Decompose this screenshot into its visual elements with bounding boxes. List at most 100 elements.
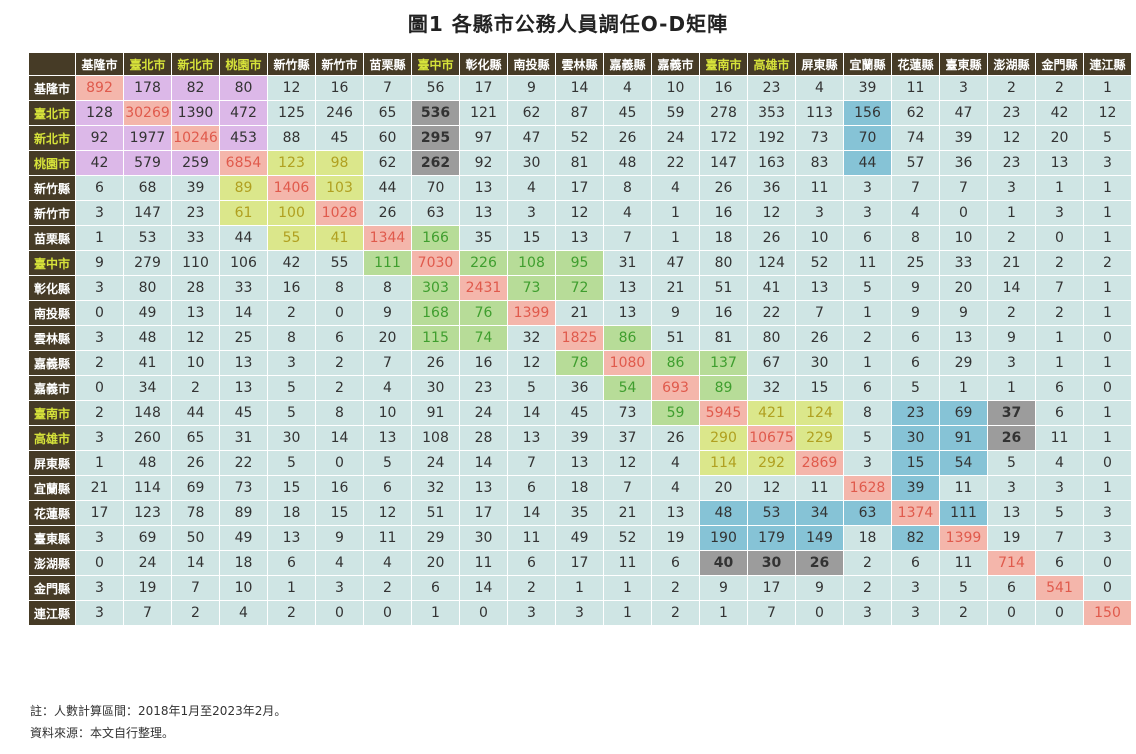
matrix-cell: 3 xyxy=(75,275,124,301)
matrix-cell: 21 xyxy=(987,250,1036,276)
table-row: 新竹市 3 147 23 61 100 1028 26 63 13 3 12 4 1 16 12 3 3 4 0 1 3 1 xyxy=(28,200,1132,226)
matrix-cell: 0 xyxy=(315,300,364,326)
matrix-cell: 166 xyxy=(411,225,460,251)
table-row: 苗栗縣 1 53 33 44 55 41 1344 166 35 15 13 7 1 18 26 10 6 8 10 2… xyxy=(28,225,1132,251)
matrix-cell: 114 xyxy=(123,475,172,501)
table-row: 金門縣 3 19 7 10 1 3 2 6 14 2 1 1 2 9 17 9 2 3 5 6 541 0 xyxy=(28,575,1132,601)
matrix-cell: 7 xyxy=(507,450,556,476)
matrix-cell: 23 xyxy=(459,375,508,401)
matrix-cell: 1 xyxy=(1083,300,1132,326)
chart-title: 圖1 各縣市公務人員調任O-D矩陣 xyxy=(407,12,729,36)
matrix-cell: 30 xyxy=(747,550,796,576)
matrix-cell: 1 xyxy=(987,200,1036,226)
matrix-cell: 0 xyxy=(1083,325,1132,351)
matrix-cell: 16 xyxy=(699,75,748,101)
matrix-cell: 25 xyxy=(219,325,268,351)
row-header: 苗栗縣 xyxy=(28,225,76,251)
matrix-cell: 65 xyxy=(363,100,412,126)
matrix-cell: 279 xyxy=(123,250,172,276)
matrix-cell: 10 xyxy=(795,225,844,251)
matrix-cell: 5 xyxy=(987,450,1036,476)
matrix-cell: 114 xyxy=(699,450,748,476)
matrix-cell: 128 xyxy=(75,100,124,126)
matrix-cell: 40 xyxy=(699,550,748,576)
matrix-cell: 892 xyxy=(75,75,124,101)
matrix-cell: 14 xyxy=(315,425,364,451)
matrix-cell: 23 xyxy=(987,100,1036,126)
matrix-cell: 172 xyxy=(699,125,748,151)
matrix-cell: 0 xyxy=(75,300,124,326)
matrix-cell: 89 xyxy=(219,500,268,526)
matrix-cell: 147 xyxy=(123,200,172,226)
row-header: 高雄市 xyxy=(28,425,76,451)
matrix-cell: 13 xyxy=(555,225,604,251)
matrix-cell: 2 xyxy=(651,575,700,601)
matrix-cell: 10 xyxy=(651,75,700,101)
matrix-cell: 6 xyxy=(891,325,940,351)
matrix-cell: 6 xyxy=(651,550,700,576)
column-header: 南投縣 xyxy=(507,52,556,76)
matrix-cell: 26 xyxy=(699,175,748,201)
matrix-cell: 12 xyxy=(603,450,652,476)
matrix-cell: 45 xyxy=(219,400,268,426)
matrix-cell: 3 xyxy=(75,600,124,626)
column-header: 雲林縣 xyxy=(555,52,604,76)
matrix-cell: 0 xyxy=(315,600,364,626)
matrix-cell: 4 xyxy=(603,200,652,226)
matrix-cell: 18 xyxy=(555,475,604,501)
matrix-cell: 32 xyxy=(411,475,460,501)
matrix-cell: 7 xyxy=(363,75,412,101)
matrix-cell: 1 xyxy=(1083,75,1132,101)
matrix-body: 基隆市 892 178 82 80 12 16 7 56 17 9 14 4 10 16 23 4 39 11 3 2 2… xyxy=(28,75,1132,626)
matrix-cell: 11 xyxy=(363,525,412,551)
row-header: 臺北市 xyxy=(28,100,76,126)
matrix-cell: 26 xyxy=(171,450,220,476)
matrix-cell: 35 xyxy=(459,225,508,251)
matrix-cell: 1 xyxy=(651,225,700,251)
column-header: 臺南市 xyxy=(699,52,748,76)
matrix-cell: 33 xyxy=(171,225,220,251)
matrix-cell: 1 xyxy=(987,375,1036,401)
matrix-cell: 7 xyxy=(171,575,220,601)
table-row: 嘉義市 0 34 2 13 5 2 4 30 23 5 36 54 693 89 32 15 6 5 1 1 6 0 xyxy=(28,375,1132,401)
matrix-cell: 2 xyxy=(1035,75,1084,101)
matrix-cell: 34 xyxy=(123,375,172,401)
matrix-cell: 1 xyxy=(843,350,892,376)
matrix-cell: 2 xyxy=(171,375,220,401)
matrix-cell: 21 xyxy=(651,275,700,301)
matrix-cell: 2 xyxy=(987,75,1036,101)
matrix-cell: 13 xyxy=(795,275,844,301)
matrix-cell: 7 xyxy=(891,175,940,201)
matrix-cell: 9 xyxy=(795,575,844,601)
matrix-cell: 0 xyxy=(1083,575,1132,601)
matrix-cell: 0 xyxy=(1083,550,1132,576)
matrix-cell: 16 xyxy=(459,350,508,376)
matrix-cell: 6 xyxy=(507,475,556,501)
matrix-cell: 35 xyxy=(555,500,604,526)
matrix-cell: 6 xyxy=(843,225,892,251)
matrix-cell: 3 xyxy=(795,200,844,226)
matrix-cell: 9 xyxy=(891,275,940,301)
matrix-cell: 1 xyxy=(75,225,124,251)
matrix-cell: 29 xyxy=(411,525,460,551)
matrix-cell: 10 xyxy=(939,225,988,251)
matrix-cell: 13 xyxy=(363,425,412,451)
matrix-cell: 24 xyxy=(651,125,700,151)
matrix-cell: 1 xyxy=(1083,425,1132,451)
matrix-cell: 3 xyxy=(843,175,892,201)
matrix-cell: 6 xyxy=(891,350,940,376)
matrix-cell: 26 xyxy=(603,125,652,151)
matrix-cell: 30 xyxy=(891,425,940,451)
column-header: 花蓮縣 xyxy=(891,52,940,76)
matrix-cell: 1 xyxy=(75,450,124,476)
matrix-cell: 290 xyxy=(699,425,748,451)
matrix-cell: 7 xyxy=(1035,275,1084,301)
matrix-cell: 18 xyxy=(699,225,748,251)
matrix-cell: 714 xyxy=(987,550,1036,576)
matrix-cell: 103 xyxy=(315,175,364,201)
matrix-cell: 259 xyxy=(171,150,220,176)
matrix-cell: 0 xyxy=(459,600,508,626)
matrix-cell: 3 xyxy=(987,175,1036,201)
matrix-cell: 4 xyxy=(507,175,556,201)
matrix-cell: 36 xyxy=(747,175,796,201)
